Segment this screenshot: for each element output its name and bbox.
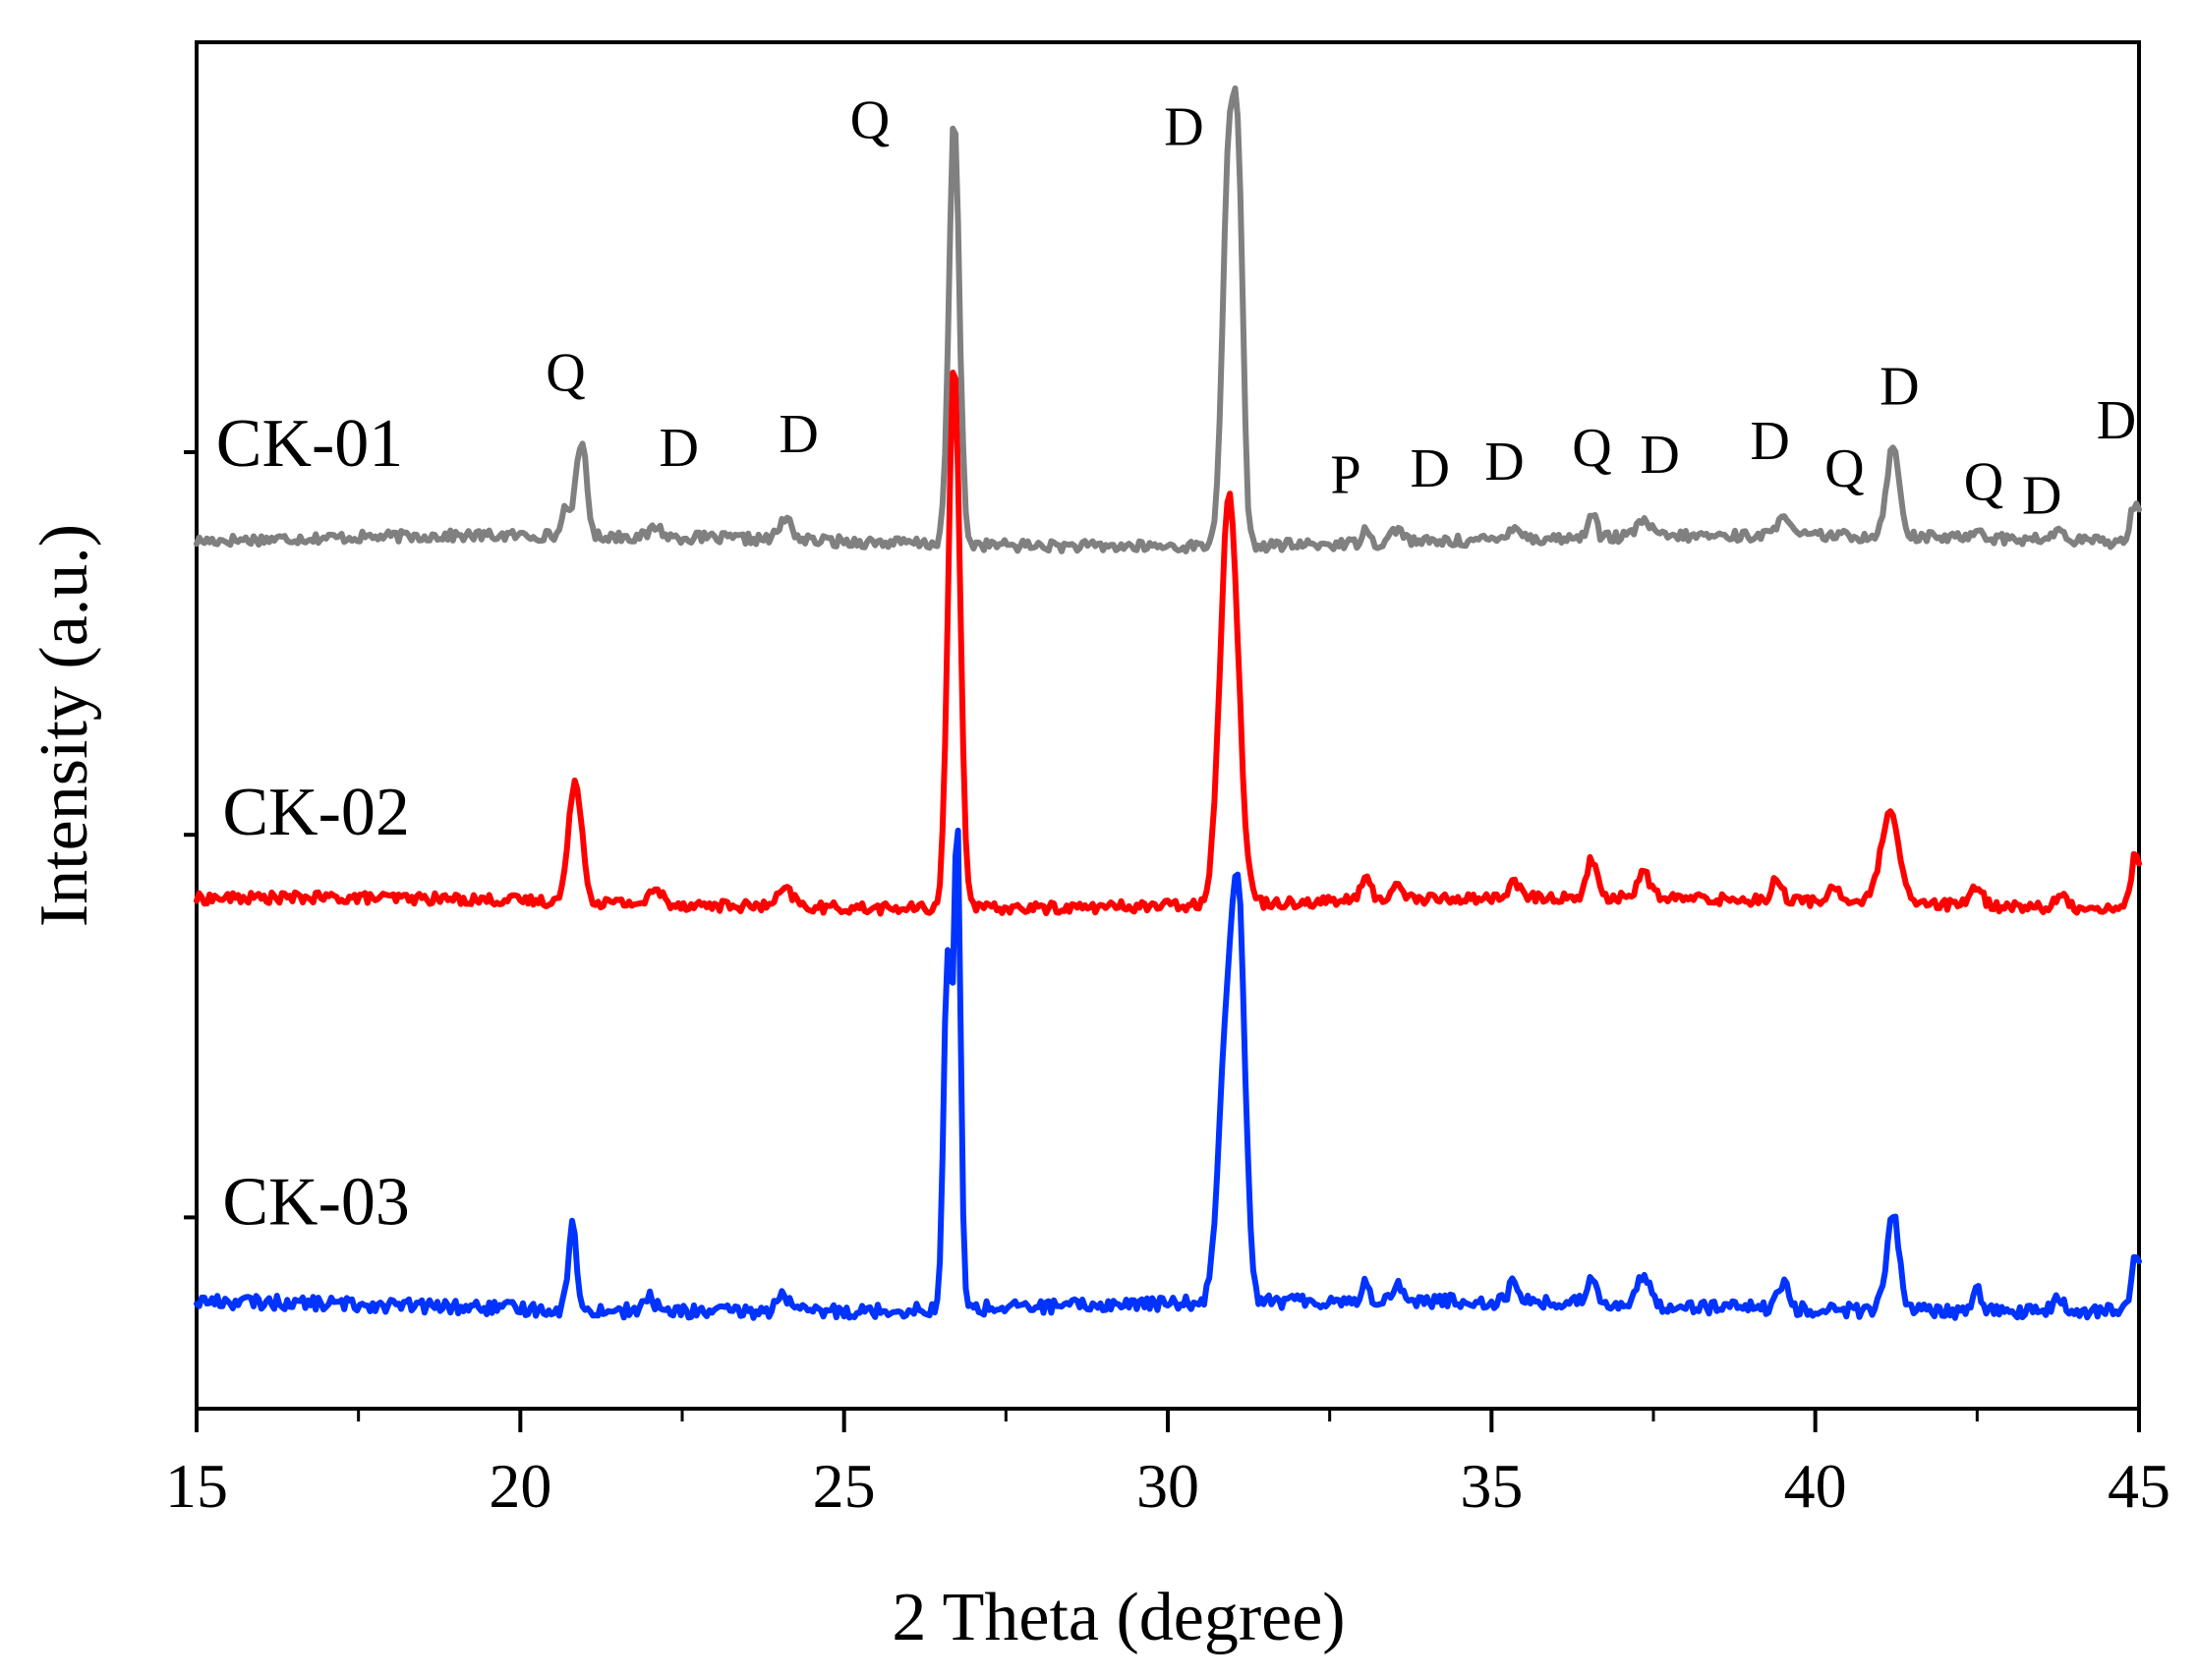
x-tick-label: 20: [489, 1451, 551, 1521]
peak-label: Q: [1824, 438, 1864, 499]
plot-frame: [195, 40, 2141, 1411]
peak-label: D: [1411, 438, 1450, 499]
peak-label: D: [1750, 411, 1789, 472]
peak-label: P: [1331, 445, 1361, 506]
peak-label: D: [1484, 432, 1524, 492]
x-tick-label: 30: [1136, 1451, 1199, 1521]
series-line-ck-02: [194, 370, 2142, 917]
series-line-ck-01: [194, 85, 2142, 554]
y-axis-ticks: [184, 450, 197, 1220]
series-label-ck-03: CK-03: [222, 1164, 410, 1240]
x-axis-title: 2 Theta (degree): [892, 1580, 1345, 1655]
peak-label: D: [2022, 466, 2061, 527]
peak-label: Q: [1964, 452, 2003, 513]
peak-label: Q: [850, 89, 890, 150]
peak-label: D: [1164, 96, 1203, 157]
peak-label: D: [2097, 390, 2136, 451]
series-line-ck-03: [194, 827, 2142, 1321]
series-label-ck-01: CK-01: [216, 406, 404, 482]
peak-label: Q: [1572, 418, 1611, 479]
y-axis-title: Intensity (a.u.): [27, 524, 102, 927]
peak-label: D: [1880, 356, 1919, 417]
x-tick-label: 45: [2108, 1451, 2170, 1521]
series-traces: [194, 85, 2142, 1321]
x-tick-label: 35: [1460, 1451, 1523, 1521]
peak-label: D: [779, 404, 818, 465]
series-label-ck-02: CK-02: [222, 775, 410, 850]
series-labels: CK-01 CK-02 CK-03: [216, 406, 410, 1240]
x-tick-label: 25: [813, 1451, 876, 1521]
x-axis-ticks: 15 20 25 30 35 40 45: [165, 1409, 2170, 1521]
peak-label: D: [659, 418, 698, 479]
peak-label: D: [1640, 425, 1679, 486]
x-tick-label: 15: [165, 1451, 228, 1521]
x-tick-label: 40: [1784, 1451, 1847, 1521]
peak-labels: QD DQ DP D D Q D D QDQ DD: [546, 89, 2136, 526]
peak-label: Q: [546, 342, 585, 403]
